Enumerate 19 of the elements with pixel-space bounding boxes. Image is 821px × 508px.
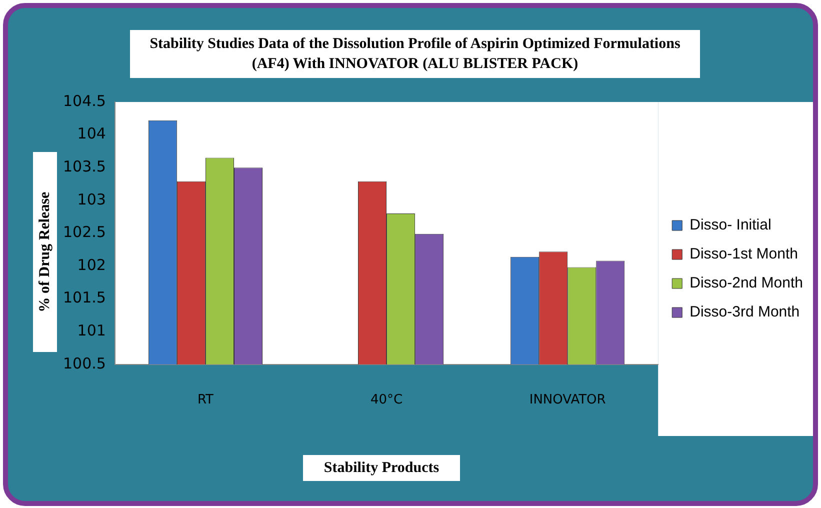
x-tick-label: INNOVATOR xyxy=(529,392,606,408)
legend-label: Disso- Initial xyxy=(690,216,772,234)
y-tick-label: 103.5 xyxy=(62,157,106,176)
legend-label: Disso-3rd Month xyxy=(690,304,800,321)
x-tick-label: 40°C xyxy=(370,392,403,408)
y-tick-label: 100.5 xyxy=(62,354,106,372)
legend-label: Disso-1st Month xyxy=(690,246,798,263)
y-tick-label: 103 xyxy=(77,190,106,208)
x-tick-label: RT xyxy=(197,392,214,408)
chart-title: Stability Studies Data of the Dissolution Profile of Aspirin Optimized Formulations (AF4) With INNOVATOR (ALU BLISTER PACK) xyxy=(130,30,700,78)
y-tick-label: 102 xyxy=(77,256,106,274)
y-axis-title: % of Drug Release xyxy=(33,152,57,352)
y-tick-label: 101.5 xyxy=(62,288,106,307)
y-tick-label: 104 xyxy=(77,124,106,143)
y-tick-label: 102.5 xyxy=(62,223,106,242)
x-axis-title: Stability Products xyxy=(303,455,460,481)
legend-label: Disso-2nd Month xyxy=(690,274,804,292)
y-tick-label: 101 xyxy=(77,321,106,340)
y-tick-label: 104.5 xyxy=(62,92,106,110)
